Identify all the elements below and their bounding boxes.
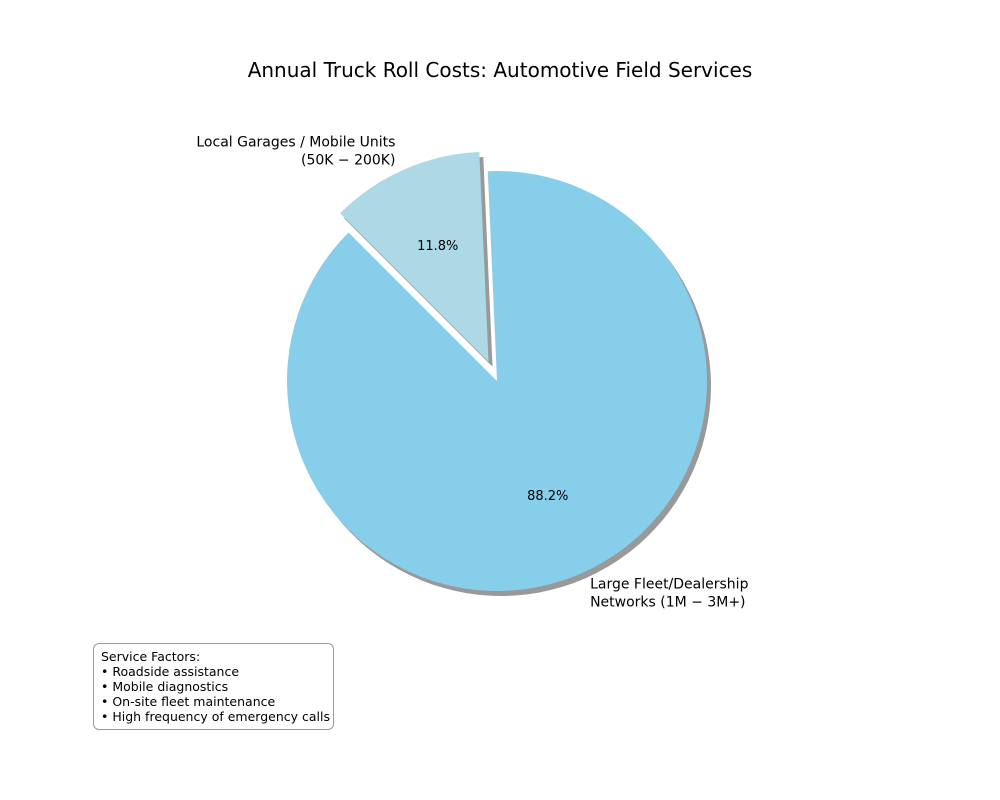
- slice-category-label: Local Garages / Mobile Units (50K − 200K): [196, 134, 395, 168]
- service-factor-item: • On-site fleet maintenance: [101, 694, 276, 709]
- slice-category-label: Large Fleet/Dealership Networks (1M − 3M+…: [590, 576, 749, 610]
- service-factor-item: • High frequency of emergency calls: [101, 709, 330, 724]
- pie-slice: [340, 151, 489, 362]
- slice-percent-label: 88.2%: [527, 489, 568, 504]
- service-factor-item: • Roadside assistance: [101, 664, 240, 679]
- pie-slice: [287, 170, 708, 591]
- service-factors-heading: Service Factors:: [101, 649, 201, 664]
- service-factors-box: Service Factors: • Roadside assistance •…: [93, 643, 334, 730]
- chart-title: Annual Truck Roll Costs: Automotive Fiel…: [248, 58, 753, 82]
- label-layer: 88.2% Large Fleet/Dealership Networks (1M …: [196, 134, 748, 610]
- service-factor-item: • Mobile diagnostics: [101, 679, 229, 694]
- slice-layer: [287, 151, 708, 591]
- slice-percent-label: 11.8%: [417, 239, 458, 254]
